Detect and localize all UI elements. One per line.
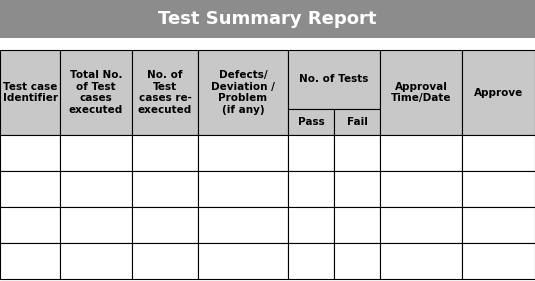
Bar bbox=[0, 0, 535, 38]
Bar bbox=[334, 109, 380, 135]
Text: Fail: Fail bbox=[347, 117, 368, 127]
Bar bbox=[462, 207, 535, 243]
Bar bbox=[60, 50, 132, 135]
Bar bbox=[462, 243, 535, 279]
Text: Approval
Time/Date: Approval Time/Date bbox=[391, 82, 451, 103]
Text: No. of
Test
cases re-
executed: No. of Test cases re- executed bbox=[138, 70, 192, 115]
Bar bbox=[288, 50, 380, 109]
Bar bbox=[0, 135, 60, 171]
Bar bbox=[462, 50, 535, 135]
Bar bbox=[198, 50, 288, 135]
Bar bbox=[288, 171, 334, 207]
Bar bbox=[198, 135, 288, 171]
Bar bbox=[334, 207, 380, 243]
Text: Pass: Pass bbox=[297, 117, 324, 127]
Bar bbox=[462, 135, 535, 171]
Bar bbox=[334, 135, 380, 171]
Bar bbox=[288, 135, 334, 171]
Bar bbox=[132, 207, 198, 243]
Text: Total No.
of Test
cases
executed: Total No. of Test cases executed bbox=[69, 70, 123, 115]
Bar bbox=[0, 171, 60, 207]
Bar bbox=[380, 171, 462, 207]
Bar bbox=[334, 243, 380, 279]
Bar bbox=[380, 207, 462, 243]
Bar bbox=[132, 135, 198, 171]
Bar bbox=[380, 243, 462, 279]
Bar bbox=[0, 207, 60, 243]
Bar bbox=[380, 135, 462, 171]
Bar bbox=[198, 171, 288, 207]
Text: Test case
Identifier: Test case Identifier bbox=[3, 82, 57, 103]
Bar bbox=[462, 171, 535, 207]
Bar bbox=[288, 109, 334, 135]
Text: Approve: Approve bbox=[474, 87, 523, 98]
Bar bbox=[0, 243, 60, 279]
Bar bbox=[60, 243, 132, 279]
Bar bbox=[132, 50, 198, 135]
Bar bbox=[60, 207, 132, 243]
Text: No. of Tests: No. of Tests bbox=[299, 74, 369, 85]
Text: Test Summary Report: Test Summary Report bbox=[158, 10, 377, 28]
Bar bbox=[132, 243, 198, 279]
Bar bbox=[60, 135, 132, 171]
Bar bbox=[380, 50, 462, 135]
Bar bbox=[132, 171, 198, 207]
Bar bbox=[0, 50, 60, 135]
Bar bbox=[60, 171, 132, 207]
Bar bbox=[288, 243, 334, 279]
Bar bbox=[198, 207, 288, 243]
Bar bbox=[198, 243, 288, 279]
Text: Defects/
Deviation /
Problem
(if any): Defects/ Deviation / Problem (if any) bbox=[211, 70, 275, 115]
Bar bbox=[334, 171, 380, 207]
Bar bbox=[288, 207, 334, 243]
